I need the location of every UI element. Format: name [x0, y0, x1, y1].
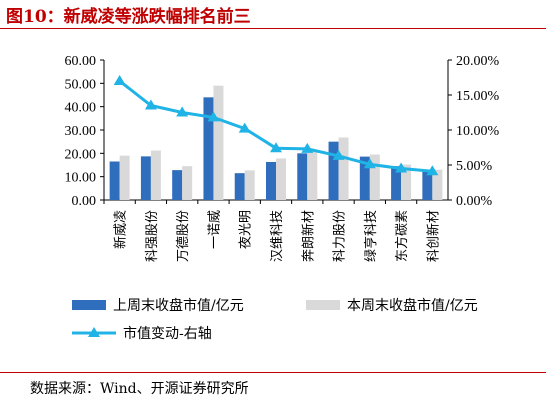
line-marker: [301, 142, 314, 153]
category-labels: 新威凌 科强股份 万德股份 一诺威 夜光明 汉维科技 奔朗新材 科力股份 绿亨科技 东方碳素 科创新…: [113, 210, 442, 262]
line-path: [118, 79, 433, 173]
market-cap-chart: 0.00 10.00 20.00 30.00 40.00 50.00 60.00 0.00% 5…: [65, 54, 500, 342]
bar-current: [234, 173, 245, 200]
category-label: 新威凌: [113, 210, 129, 249]
y-right-tick-label: 20.00%: [456, 54, 500, 69]
category-label: 奔朗新材: [300, 210, 316, 262]
bar-previous: [244, 170, 255, 200]
bar-current: [140, 156, 151, 200]
bar-previous: [276, 158, 286, 200]
bar-current: [172, 170, 183, 200]
line-marker: [144, 99, 157, 110]
category-label: 科强股份: [145, 210, 160, 262]
category-label: 一诺威: [207, 210, 222, 249]
line-marker: [176, 106, 189, 117]
category-label: 科创新材: [425, 210, 441, 262]
line-marker: [238, 122, 251, 133]
line-marker: [363, 158, 376, 169]
legend-label-previous: 本周末收盘市值/亿元: [347, 297, 478, 314]
bar-current: [359, 156, 370, 200]
bar-series: [109, 85, 443, 200]
category-label: 东方碳素: [394, 210, 410, 262]
legend-swatch-current: [72, 300, 106, 310]
bar-previous: [369, 154, 380, 200]
chart-legend: 上周末收盘市值/亿元 本周末收盘市值/亿元 市值变动-右轴: [72, 297, 478, 342]
y-right-tick-label: 15.00%: [456, 89, 500, 104]
legend-label-current: 上周末收盘市值/亿元: [113, 297, 244, 314]
bar-previous: [338, 137, 349, 200]
category-label: 绿亨科技: [363, 210, 379, 262]
y-left-tick-label: 0.00: [72, 194, 97, 209]
y-left-tick-label: 50.00: [65, 77, 97, 92]
bar-previous: [182, 166, 193, 200]
line-marker: [332, 149, 345, 160]
bar-previous: [150, 150, 161, 200]
y-right-tick-label: 10.00%: [456, 124, 500, 139]
bar-previous: [432, 169, 443, 200]
figure-title: 图10：新威凌等涨跌幅排名前三: [6, 7, 251, 27]
bar-previous: [119, 155, 130, 200]
legend-swatch-previous: [306, 300, 340, 310]
line-marker: [426, 165, 439, 176]
title-divider: [0, 28, 546, 29]
source-divider: [0, 372, 546, 373]
bar-previous: [307, 151, 318, 200]
bar-current: [328, 141, 339, 200]
bar-previous: [401, 164, 412, 200]
legend-marker-line: [88, 327, 100, 337]
y-right-tick-label: 0.00%: [456, 194, 493, 209]
line-series: [113, 75, 439, 176]
line-marker: [113, 75, 126, 85]
bar-previous: [213, 85, 224, 200]
y-right-tick-label: 5.00%: [456, 159, 493, 174]
bar-current: [391, 166, 402, 200]
y-left-tick-label: 40.00: [65, 101, 97, 116]
category-label: 汉维科技: [270, 210, 285, 262]
category-label: 万德股份: [176, 210, 191, 262]
category-label: 科力股份: [333, 210, 348, 262]
y-left-tick-label: 60.00: [65, 54, 97, 69]
bar-current: [266, 161, 276, 200]
bar-current: [297, 153, 308, 200]
bar-current: [109, 161, 120, 200]
line-marker: [395, 162, 408, 173]
category-label: 夜光明: [239, 210, 254, 249]
y-left-tick-label: 10.00: [65, 171, 97, 186]
y-left-tick-label: 20.00: [65, 147, 97, 162]
source-note: 数据来源：Wind、开源证券研究所: [30, 381, 249, 397]
legend-label-line: 市值变动-右轴: [123, 325, 212, 342]
y-left-tick-label: 30.00: [65, 124, 97, 139]
line-marker: [270, 142, 282, 153]
line-marker: [207, 111, 220, 122]
bar-current: [422, 171, 433, 200]
bar-current: [203, 97, 214, 200]
chart-axes: 0.00 10.00 20.00 30.00 40.00 50.00 60.00 0.00% 5…: [65, 54, 500, 209]
